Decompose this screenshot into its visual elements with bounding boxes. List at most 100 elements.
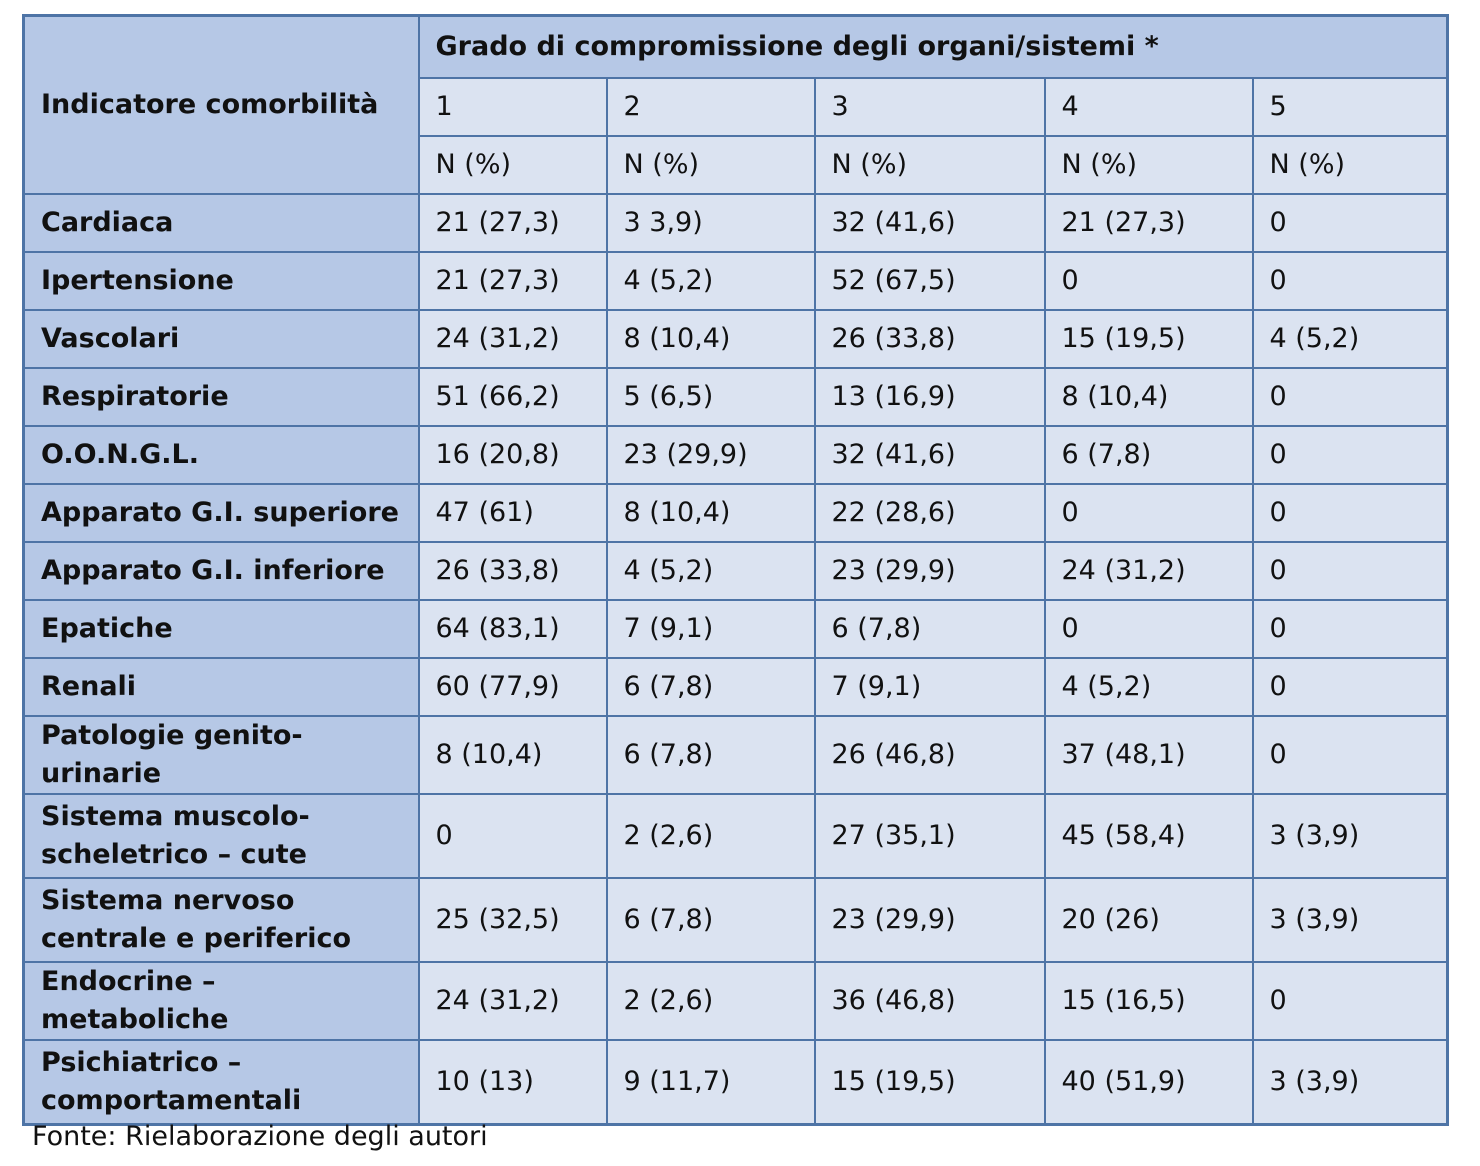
row-label: Psichiatrico – comportamentali [22,1039,420,1126]
header-row-units: N (%) N (%) N (%) N (%) N (%) [24,135,1449,195]
table-cell: 0 [1251,715,1449,795]
table-cell: 0 [1251,251,1449,311]
table-row: Apparato G.I. inferiore 26 (33,8) 4 (5,2) 2… [22,541,1449,601]
table-cell: 27 (35,1) [813,793,1046,879]
table-cell: 3 (3,9) [1251,1039,1449,1126]
row-label: Endocrine –metaboliche [22,961,420,1041]
table-row: O.O.N.G.L. 16 (20,8) 23 (29,9) 32 (41,6) 6 (… [22,425,1449,485]
table-cell: 24 (31,2) [417,961,608,1041]
table-cell: 25 (32,5) [417,877,608,963]
table-cell: 0 [1251,657,1449,717]
source-note: Fonte: Rielaborazione degli autori [32,1121,488,1152]
table-cell: 0 [1251,541,1449,601]
table-row: Psichiatrico – comportamentali 10 (13) 9 (… [22,1039,1449,1126]
table-row: Sistema nervoso centrale e periferico 25 … [22,877,1449,963]
table-cell: 64 (83,1) [417,599,608,659]
table-cell: 2 (2,6) [605,961,816,1041]
table-row: Patologie genito-urinarie 8 (10,4) 6 (7,8)… [22,715,1449,795]
table-cell: 0 [1251,193,1449,253]
grade-header: 2 [605,77,816,137]
table-cell: 3 (3,9) [1251,793,1449,879]
table-cell: 5 (6,5) [605,367,816,427]
table-cell: 37 (48,1) [1043,715,1254,795]
table-cell: 8 (10,4) [1043,367,1254,427]
row-label: Patologie genito-urinarie [22,715,420,795]
unit-header: N (%) [417,135,608,195]
table-row: Cardiaca 21 (27,3) 3 3,9) 32 (41,6) 21 (27,3… [22,193,1449,253]
table-cell: 4 (5,2) [1251,309,1449,369]
table-row: Vascolari 24 (31,2) 8 (10,4) 26 (33,8) 15 (1… [22,309,1449,369]
table-cell: 0 [1251,961,1449,1041]
table-cell: 23 (29,9) [813,541,1046,601]
comorbidity-table: Indicatore comorbilità Grado di compromi… [22,14,1450,1126]
table-cell: 21 (27,3) [1043,193,1254,253]
table-cell: 0 [1251,599,1449,659]
table-cell: 7 (9,1) [813,657,1046,717]
table-cell: 32 (41,6) [813,193,1046,253]
header-row-group: Indicatore comorbilità Grado di compromi… [22,14,1449,195]
table-cell: 36 (46,8) [813,961,1046,1041]
table-cell: 26 (46,8) [813,715,1046,795]
row-label: Respiratorie [22,367,420,427]
table-cell: 23 (29,9) [605,425,816,485]
table-cell: 6 (7,8) [605,657,816,717]
table-cell: 9 (11,7) [605,1039,816,1126]
table-cell: 10 (13) [417,1039,608,1126]
table-cell: 60 (77,9) [417,657,608,717]
table-cell: 13 (16,9) [813,367,1046,427]
row-label: Renali [22,657,420,717]
table-cell: 21 (27,3) [417,251,608,311]
corner-label: Indicatore comorbilità [22,14,420,195]
table-cell: 8 (10,4) [605,309,816,369]
table-row: Ipertensione 21 (27,3) 4 (5,2) 52 (67,5) 0 0 [22,251,1449,311]
table-cell: 0 [1251,425,1449,485]
table-cell: 24 (31,2) [417,309,608,369]
row-label: Sistema muscolo-scheletrico – cute [22,793,420,879]
table-cell: 0 [417,793,608,879]
table-row: Respiratorie 51 (66,2) 5 (6,5) 13 (16,9) 8 (… [22,367,1449,427]
table-cell: 15 (19,5) [1043,309,1254,369]
table-cell: 32 (41,6) [813,425,1046,485]
table-cell: 6 (7,8) [605,877,816,963]
unit-header: N (%) [1043,135,1254,195]
row-label: Vascolari [22,309,420,369]
table-cell: 51 (66,2) [417,367,608,427]
table-cell: 8 (10,4) [417,715,608,795]
table-cell: 47 (61) [417,483,608,543]
table-row: Apparato G.I. superiore 47 (61) 8 (10,4) 22… [22,483,1449,543]
unit-header: N (%) [605,135,816,195]
grade-header: 4 [1043,77,1254,137]
group-header: Grado di compromissione degli organi/sis… [417,14,1449,79]
table-cell: 40 (51,9) [1043,1039,1254,1126]
table-cell: 3 3,9) [605,193,816,253]
table-cell: 6 (7,8) [605,715,816,795]
table-cell: 26 (33,8) [417,541,608,601]
row-label: Cardiaca [22,193,420,253]
table-row: Epatiche 64 (83,1) 7 (9,1) 6 (7,8) 0 0 [22,599,1449,659]
table-cell: 26 (33,8) [813,309,1046,369]
row-label: Ipertensione [22,251,420,311]
table-cell: 0 [1251,367,1449,427]
row-label: O.O.N.G.L. [22,425,420,485]
table-row: Endocrine –metaboliche 24 (31,2) 2 (2,6) 36… [22,961,1449,1041]
table-cell: 0 [1043,483,1254,543]
table-cell: 22 (28,6) [813,483,1046,543]
table-cell: 6 (7,8) [1043,425,1254,485]
table-cell: 45 (58,4) [1043,793,1254,879]
table-body: Cardiaca 21 (27,3) 3 3,9) 32 (41,6) 21 (27,3… [22,193,1449,1126]
header-row-grades: 1 2 3 4 5 [24,77,1449,137]
table-cell: 4 (5,2) [1043,657,1254,717]
grade-header: 3 [813,77,1046,137]
row-label: Apparato G.I. superiore [22,483,420,543]
table-cell: 23 (29,9) [813,877,1046,963]
table-cell: 0 [1043,599,1254,659]
row-label: Epatiche [22,599,420,659]
table-cell: 4 (5,2) [605,541,816,601]
unit-header: N (%) [1251,135,1449,195]
grade-header: 1 [417,77,608,137]
table-cell: 7 (9,1) [605,599,816,659]
table-cell: 6 (7,8) [813,599,1046,659]
table-cell: 15 (19,5) [813,1039,1046,1126]
table-cell: 8 (10,4) [605,483,816,543]
unit-header: N (%) [813,135,1046,195]
